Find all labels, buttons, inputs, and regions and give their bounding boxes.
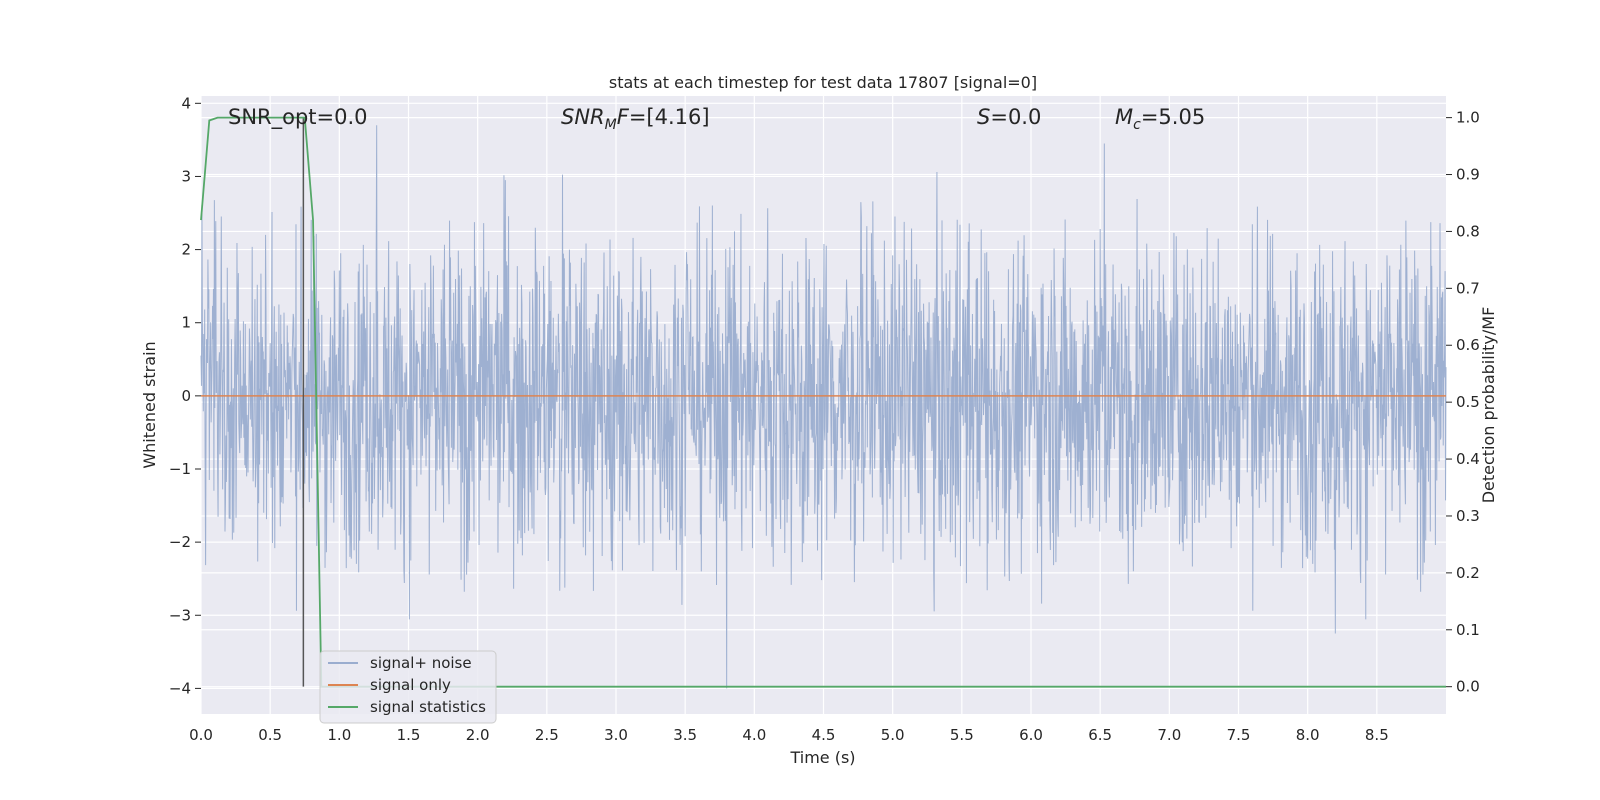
y2-tick-label: 0.7 xyxy=(1456,279,1480,297)
x-tick-label: 1.5 xyxy=(397,726,421,744)
y2-tick-label: 0.4 xyxy=(1456,450,1480,468)
x-tick-label: 4.5 xyxy=(812,726,836,744)
x-tick-label: 8.5 xyxy=(1365,726,1389,744)
y-axis-label: Whitened strain xyxy=(140,341,159,468)
y2-tick-label: 0.2 xyxy=(1456,564,1480,582)
y2-tick-label: 0.3 xyxy=(1456,507,1480,525)
chart-title: stats at each timestep for test data 178… xyxy=(609,73,1037,92)
legend-box xyxy=(319,650,497,724)
y2-tick-label: 0.0 xyxy=(1456,678,1480,696)
y-tick-label: 4 xyxy=(181,94,191,112)
x-axis-label: Time (s) xyxy=(789,748,855,767)
y2-tick-label: 0.1 xyxy=(1456,621,1480,639)
x-tick-label: 7.0 xyxy=(1157,726,1181,744)
x-axis-ticks: 0.0 0.5 1.0 1.5 2.0 2.5 3.0 3.5 4.0 4.5 5.0 5.5 6.0 6… xyxy=(189,726,1389,744)
y2-tick-label: 0.5 xyxy=(1456,393,1480,411)
annotation-mc: Mc=5.05 xyxy=(1115,105,1205,133)
x-tick-label: 1.0 xyxy=(327,726,351,744)
y-axis-ticks: 4 3 2 1 0 −1 −2 −3 −4 xyxy=(169,94,201,697)
y-tick-label: 1 xyxy=(181,314,191,332)
x-tick-label: 8.0 xyxy=(1296,726,1320,744)
x-tick-label: 6.0 xyxy=(1019,726,1043,744)
y-tick-label: −3 xyxy=(169,606,191,624)
annotation-snr-mf: SNRMF=[4.16] xyxy=(561,105,710,133)
annotation-snr-opt: SNR_opt=0.0 xyxy=(228,105,368,130)
x-tick-label: 7.5 xyxy=(1227,726,1251,744)
y2-axis-ticks: 1.0 0.9 0.8 0.7 0.6 0.5 0.4 0.3 0.2 0.1 0.0 xyxy=(1446,109,1480,696)
y-tick-label: −1 xyxy=(169,460,191,478)
y-tick-label: 3 xyxy=(181,167,191,185)
x-tick-label: 0.5 xyxy=(258,726,282,744)
y2-axis-label: Detection probability/MF xyxy=(1479,307,1498,504)
y-tick-label: 2 xyxy=(181,241,191,259)
x-tick-label: 2.5 xyxy=(535,726,559,744)
y2-tick-label: 0.9 xyxy=(1456,166,1480,184)
legend-label-signal-noise: signal+ noise xyxy=(370,654,472,672)
x-tick-label: 2.0 xyxy=(466,726,490,744)
x-tick-label: 3.0 xyxy=(604,726,628,744)
y-tick-label: −4 xyxy=(169,679,191,697)
y2-tick-label: 0.8 xyxy=(1456,222,1480,240)
x-tick-label: 0.0 xyxy=(189,726,213,744)
legend: signal+ noise signal only signal statist… xyxy=(319,650,497,724)
y-tick-label: −2 xyxy=(169,533,191,551)
x-tick-label: 6.5 xyxy=(1088,726,1112,744)
x-tick-label: 3.5 xyxy=(673,726,697,744)
y-tick-label: 0 xyxy=(181,387,191,405)
y2-tick-label: 1.0 xyxy=(1456,109,1480,127)
legend-label-signal-statistics: signal statistics xyxy=(370,698,486,716)
legend-label-signal-only: signal only xyxy=(370,676,451,694)
annotation-s: S=0.0 xyxy=(977,105,1041,129)
x-tick-label: 5.5 xyxy=(950,726,974,744)
x-tick-label: 5.0 xyxy=(881,726,905,744)
x-tick-label: 4.0 xyxy=(742,726,766,744)
y2-tick-label: 0.6 xyxy=(1456,336,1480,354)
